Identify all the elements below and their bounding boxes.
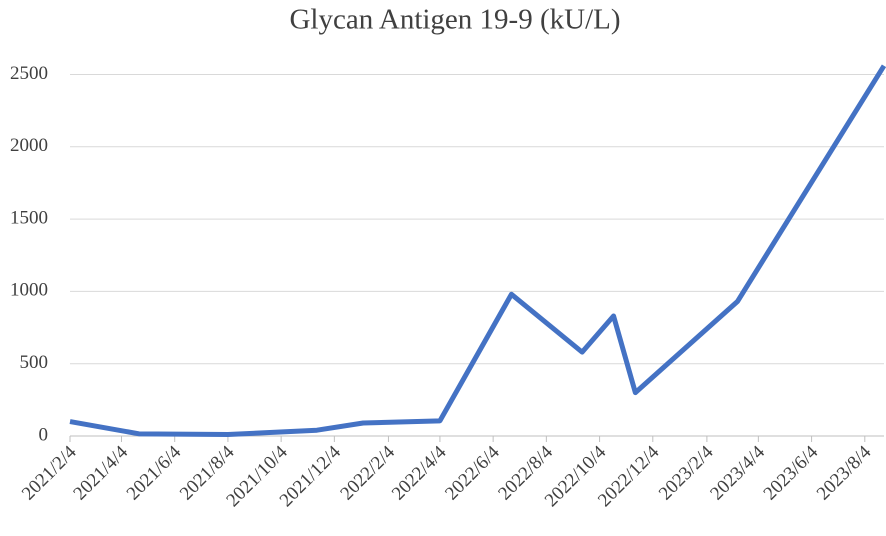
y-tick-label: 1500 <box>10 207 48 228</box>
x-tick-label: 2022/6/4 <box>441 441 504 504</box>
x-tick-label: 2023/8/4 <box>813 441 876 504</box>
y-tick-label: 500 <box>20 352 49 373</box>
y-tick-label: 2500 <box>10 63 48 84</box>
x-tick-label: 2021/6/4 <box>123 441 186 504</box>
x-tick-label: 2023/6/4 <box>760 441 823 504</box>
x-tick-label: 2023/4/4 <box>706 441 769 504</box>
x-tick-label: 2022/2/4 <box>336 441 399 504</box>
x-tick-label: 2021/2/4 <box>18 441 81 504</box>
y-tick-label: 1000 <box>10 280 48 301</box>
chart-title: Glycan Antigen 19-9 (kU/L) <box>289 4 620 36</box>
x-tick-label: 2021/4/4 <box>69 441 132 504</box>
y-tick-label: 2000 <box>10 135 48 156</box>
data-line <box>69 64 886 438</box>
x-tick-label: 2023/2/4 <box>655 441 718 504</box>
y-tick-label: 0 <box>39 424 49 445</box>
x-tick-label: 2022/4/4 <box>388 441 451 504</box>
